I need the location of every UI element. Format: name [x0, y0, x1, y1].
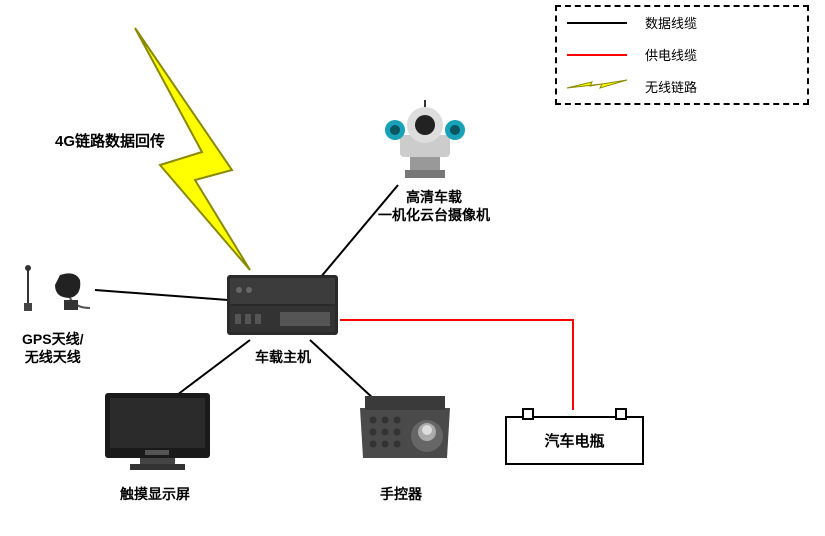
- label-monitor: 触摸显示屏: [120, 485, 190, 503]
- label-camera-line2: 一机化云台摄像机: [378, 207, 490, 223]
- legend-row-data: 数据线缆: [557, 7, 807, 39]
- label-controller: 手控器: [380, 485, 422, 503]
- legend-row-wireless: 无线链路: [557, 70, 807, 102]
- node-host: [225, 270, 340, 340]
- label-camera: 高清车载 一机化云台摄像机: [378, 188, 490, 224]
- legend-swatch-wireless-icon: [557, 70, 637, 102]
- legend-swatch-power-icon: [557, 39, 637, 71]
- label-gps-line2: 无线天线: [25, 349, 81, 365]
- label-gps: GPS天线/ 无线天线: [22, 330, 83, 366]
- monitor-device-icon: [100, 388, 215, 473]
- host-device-icon: [225, 270, 340, 340]
- edge-host-monitor: [177, 340, 250, 395]
- legend-label-power: 供电线缆: [637, 45, 697, 64]
- node-monitor: [100, 388, 215, 473]
- legend-row-power: 供电线缆: [557, 39, 807, 71]
- node-battery: 汽车电瓶: [505, 416, 644, 465]
- label-battery: 汽车电瓶: [544, 430, 604, 451]
- legend: 数据线缆 供电线缆 无线链路: [555, 5, 809, 105]
- node-camera: [380, 100, 470, 180]
- legend-label-data: 数据线缆: [637, 13, 697, 32]
- edge-host-gps: [95, 290, 228, 300]
- label-gps-line1: GPS天线/: [22, 331, 83, 347]
- label-camera-line1: 高清车载: [406, 189, 462, 205]
- node-controller: [355, 388, 455, 463]
- gps-device-icon: [20, 260, 95, 315]
- node-gps: [20, 260, 95, 315]
- controller-device-icon: [355, 388, 455, 463]
- camera-device-icon: [380, 100, 470, 180]
- legend-label-wireless: 无线链路: [637, 77, 697, 96]
- label-4g-uplink: 4G链路数据回传: [55, 130, 165, 151]
- label-host: 车载主机: [255, 348, 311, 366]
- legend-swatch-data-icon: [557, 7, 637, 39]
- battery-box-icon: 汽车电瓶: [505, 416, 644, 465]
